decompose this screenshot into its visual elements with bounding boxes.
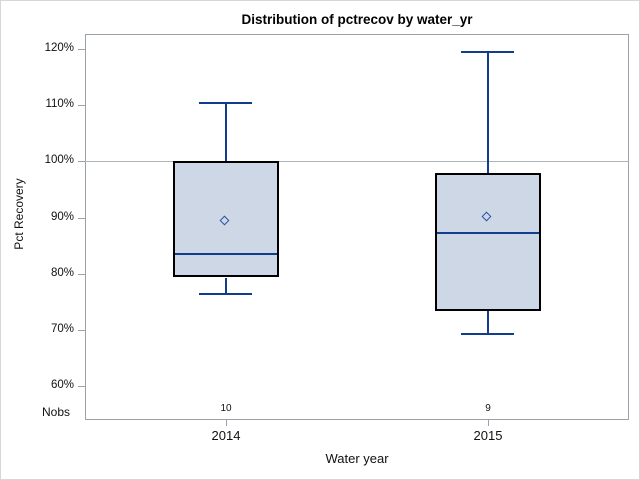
nobs-row-label: Nobs (41, 405, 70, 419)
whisker-upper (487, 52, 489, 173)
y-tick-label: 80% (50, 267, 74, 279)
y-tick-label: 70% (50, 323, 74, 335)
x-tick-label: 2014 (211, 428, 241, 443)
nobs-value: 10 (220, 403, 232, 414)
y-tick-label: 120% (44, 42, 74, 54)
y-tick-label: 60% (50, 379, 74, 391)
y-tick-mark (78, 218, 85, 219)
nobs-value: 9 (485, 403, 491, 414)
whisker-lower (225, 278, 227, 294)
median-line (175, 253, 277, 255)
y-tick-mark (78, 274, 85, 275)
plot-frame (85, 34, 629, 420)
y-tick-mark (78, 161, 85, 162)
x-axis-label: Water year (325, 451, 389, 466)
y-tick-label: 100% (44, 154, 74, 166)
median-line (437, 232, 539, 234)
reference-line (85, 161, 629, 162)
whisker-cap-lower (199, 293, 252, 295)
whisker-cap-upper (199, 102, 252, 104)
chart-title: Distribution of pctrecov by water_yr (241, 12, 473, 27)
y-tick-mark (78, 386, 85, 387)
x-tick-label: 2015 (473, 428, 503, 443)
whisker-lower (487, 311, 489, 334)
whisker-upper (225, 103, 227, 161)
y-tick-label: 110% (45, 98, 74, 110)
x-tick-mark (488, 420, 489, 426)
x-tick-mark (226, 420, 227, 426)
whisker-cap-upper (461, 51, 514, 53)
y-tick-mark (78, 330, 85, 331)
y-tick-label: 90% (50, 211, 74, 223)
box (173, 161, 279, 277)
y-tick-mark (78, 105, 85, 106)
y-tick-mark (78, 49, 85, 50)
whisker-cap-lower (461, 333, 514, 335)
box (435, 173, 541, 311)
